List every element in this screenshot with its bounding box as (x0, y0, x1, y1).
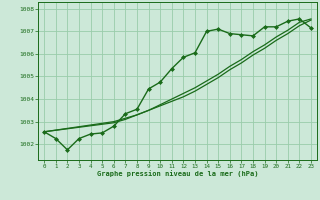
X-axis label: Graphe pression niveau de la mer (hPa): Graphe pression niveau de la mer (hPa) (97, 171, 258, 177)
